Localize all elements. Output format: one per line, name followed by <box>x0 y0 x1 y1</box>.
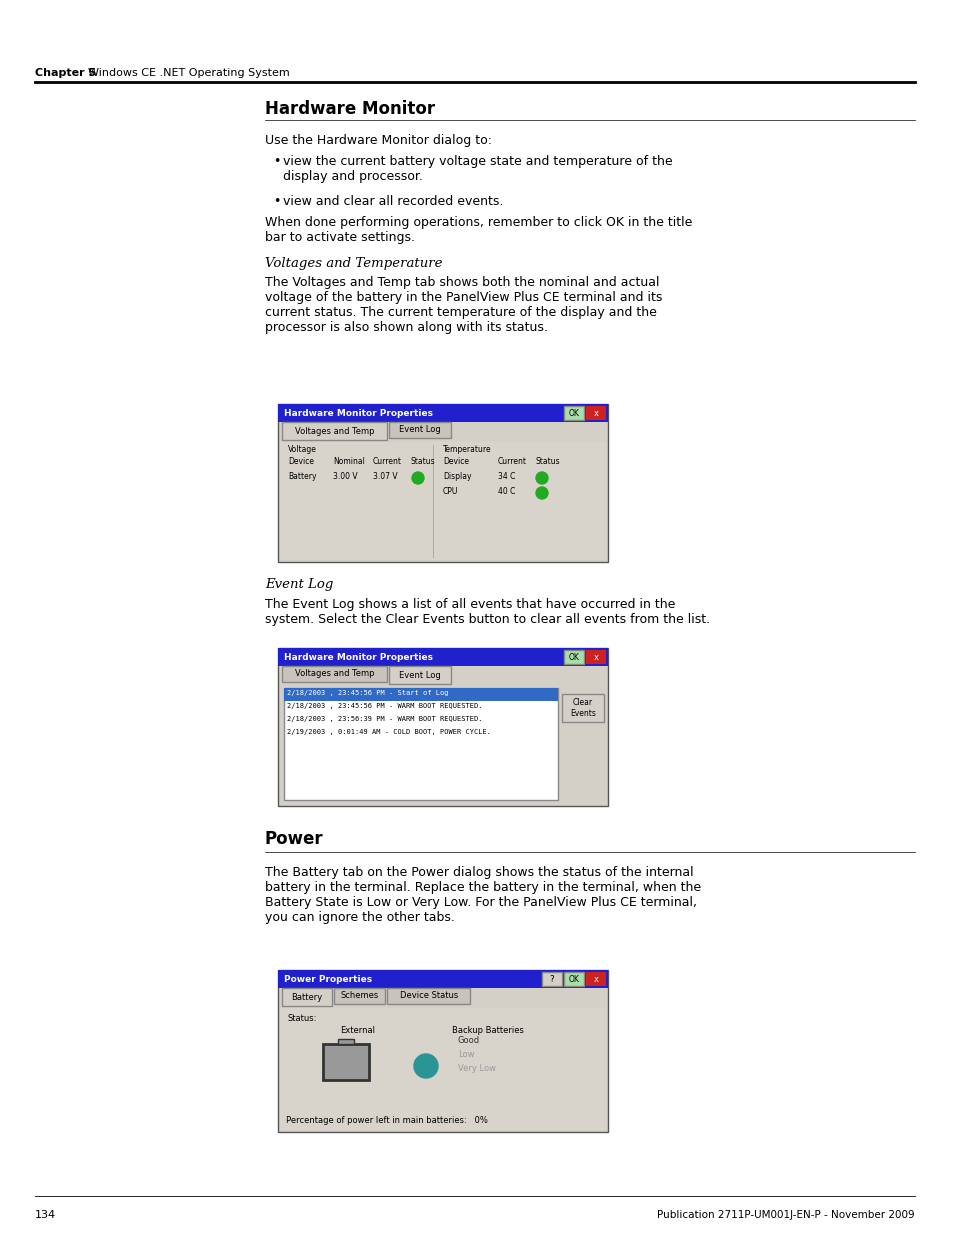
FancyBboxPatch shape <box>389 422 451 438</box>
Text: Device: Device <box>288 457 314 466</box>
Text: The Event Log shows a list of all events that have occurred in the
system. Selec: The Event Log shows a list of all events… <box>265 598 709 626</box>
FancyBboxPatch shape <box>282 422 387 440</box>
Text: Battery: Battery <box>292 993 322 1002</box>
Text: Very Low: Very Low <box>457 1065 496 1073</box>
Text: Nominal: Nominal <box>333 457 364 466</box>
Text: x: x <box>593 652 598 662</box>
Text: Device Status: Device Status <box>399 992 457 1000</box>
Text: 34 C: 34 C <box>497 472 515 480</box>
Circle shape <box>536 487 547 499</box>
Text: •: • <box>273 156 280 168</box>
FancyBboxPatch shape <box>563 972 583 986</box>
FancyBboxPatch shape <box>284 688 558 701</box>
Text: 40 C: 40 C <box>497 487 515 496</box>
FancyBboxPatch shape <box>563 650 583 664</box>
Text: Backup Batteries: Backup Batteries <box>452 1026 523 1035</box>
FancyBboxPatch shape <box>563 406 583 420</box>
FancyBboxPatch shape <box>561 694 603 722</box>
Text: Hardware Monitor Properties: Hardware Monitor Properties <box>284 652 433 662</box>
FancyBboxPatch shape <box>541 972 561 986</box>
Text: Status: Status <box>411 457 436 466</box>
Text: Chapter 5: Chapter 5 <box>35 68 96 78</box>
FancyBboxPatch shape <box>284 688 558 800</box>
Text: Voltages and Temp: Voltages and Temp <box>294 669 375 678</box>
Text: OK: OK <box>568 974 578 983</box>
Text: Event Log: Event Log <box>265 578 333 592</box>
Text: When done performing operations, remember to click OK in the title
bar to activa: When done performing operations, remembe… <box>265 216 692 245</box>
FancyBboxPatch shape <box>585 406 605 420</box>
Text: Power: Power <box>265 830 323 848</box>
Text: view and clear all recorded events.: view and clear all recorded events. <box>283 195 503 207</box>
Text: Low: Low <box>457 1050 474 1058</box>
FancyBboxPatch shape <box>277 404 607 562</box>
FancyBboxPatch shape <box>280 1008 605 1130</box>
FancyBboxPatch shape <box>282 666 387 682</box>
Text: OK: OK <box>568 652 578 662</box>
Text: The Voltages and Temp tab shows both the nominal and actual
voltage of the batte: The Voltages and Temp tab shows both the… <box>265 275 661 333</box>
Text: Voltage: Voltage <box>288 445 316 454</box>
Text: Status:: Status: <box>288 1014 317 1023</box>
Text: CPU: CPU <box>442 487 457 496</box>
Text: 3.00 V: 3.00 V <box>333 472 357 480</box>
Text: Percentage of power left in main batteries:   0%: Percentage of power left in main batteri… <box>286 1116 487 1125</box>
FancyBboxPatch shape <box>585 650 605 664</box>
Text: x: x <box>593 974 598 983</box>
Text: view the current battery voltage state and temperature of the
display and proces: view the current battery voltage state a… <box>283 156 672 183</box>
Text: Battery: Battery <box>288 472 316 480</box>
Text: Display: Display <box>442 472 471 480</box>
Text: Publication 2711P-UM001J-EN-P - November 2009: Publication 2711P-UM001J-EN-P - November… <box>657 1210 914 1220</box>
Text: 2/18/2003 , 23:56:39 PM - WARM BOOT REQUESTED.: 2/18/2003 , 23:56:39 PM - WARM BOOT REQU… <box>287 716 482 722</box>
FancyBboxPatch shape <box>389 666 451 684</box>
Text: 134: 134 <box>35 1210 56 1220</box>
Text: •: • <box>273 195 280 207</box>
Text: External: External <box>340 1026 375 1035</box>
FancyBboxPatch shape <box>277 404 607 422</box>
Text: 3.07 V: 3.07 V <box>373 472 397 480</box>
Text: The Battery tab on the Power dialog shows the status of the internal
battery in : The Battery tab on the Power dialog show… <box>265 866 700 924</box>
Text: Use the Hardware Monitor dialog to:: Use the Hardware Monitor dialog to: <box>265 135 492 147</box>
Text: Current: Current <box>497 457 526 466</box>
Text: Schemes: Schemes <box>340 992 378 1000</box>
Text: Current: Current <box>373 457 401 466</box>
FancyBboxPatch shape <box>585 972 605 986</box>
Text: ?: ? <box>549 974 554 983</box>
Text: Hardware Monitor Properties: Hardware Monitor Properties <box>284 409 433 417</box>
FancyBboxPatch shape <box>337 1039 354 1044</box>
Text: Power Properties: Power Properties <box>284 974 372 983</box>
Text: Voltages and Temperature: Voltages and Temperature <box>265 257 442 270</box>
FancyBboxPatch shape <box>277 648 607 666</box>
Text: 2/18/2003 , 23:45:56 PM - WARM BOOT REQUESTED.: 2/18/2003 , 23:45:56 PM - WARM BOOT REQU… <box>287 703 482 709</box>
Text: Windows CE .NET Operating System: Windows CE .NET Operating System <box>88 68 290 78</box>
FancyBboxPatch shape <box>323 1044 369 1079</box>
FancyBboxPatch shape <box>277 969 607 1132</box>
Text: Event Log: Event Log <box>399 671 440 679</box>
FancyBboxPatch shape <box>277 969 607 988</box>
Circle shape <box>414 1053 437 1078</box>
Text: Device: Device <box>442 457 469 466</box>
FancyBboxPatch shape <box>282 988 333 1007</box>
Text: OK: OK <box>568 409 578 417</box>
FancyBboxPatch shape <box>387 988 470 1004</box>
Text: Good: Good <box>457 1036 479 1045</box>
Text: Temperature: Temperature <box>442 445 491 454</box>
Circle shape <box>536 472 547 484</box>
Text: Event Log: Event Log <box>399 426 440 435</box>
FancyBboxPatch shape <box>280 442 605 559</box>
Text: Clear
Events: Clear Events <box>570 698 596 718</box>
FancyBboxPatch shape <box>277 648 607 806</box>
FancyBboxPatch shape <box>335 988 385 1004</box>
Text: Voltages and Temp: Voltages and Temp <box>294 426 375 436</box>
Text: x: x <box>593 409 598 417</box>
Text: Status: Status <box>536 457 560 466</box>
Text: 2/18/2003 , 23:45:56 PM - Start of Log: 2/18/2003 , 23:45:56 PM - Start of Log <box>287 690 448 697</box>
Text: 2/19/2003 , 0:01:49 AM - COLD BOOT, POWER CYCLE.: 2/19/2003 , 0:01:49 AM - COLD BOOT, POWE… <box>287 729 491 735</box>
Text: Hardware Monitor: Hardware Monitor <box>265 100 435 119</box>
Circle shape <box>412 472 423 484</box>
